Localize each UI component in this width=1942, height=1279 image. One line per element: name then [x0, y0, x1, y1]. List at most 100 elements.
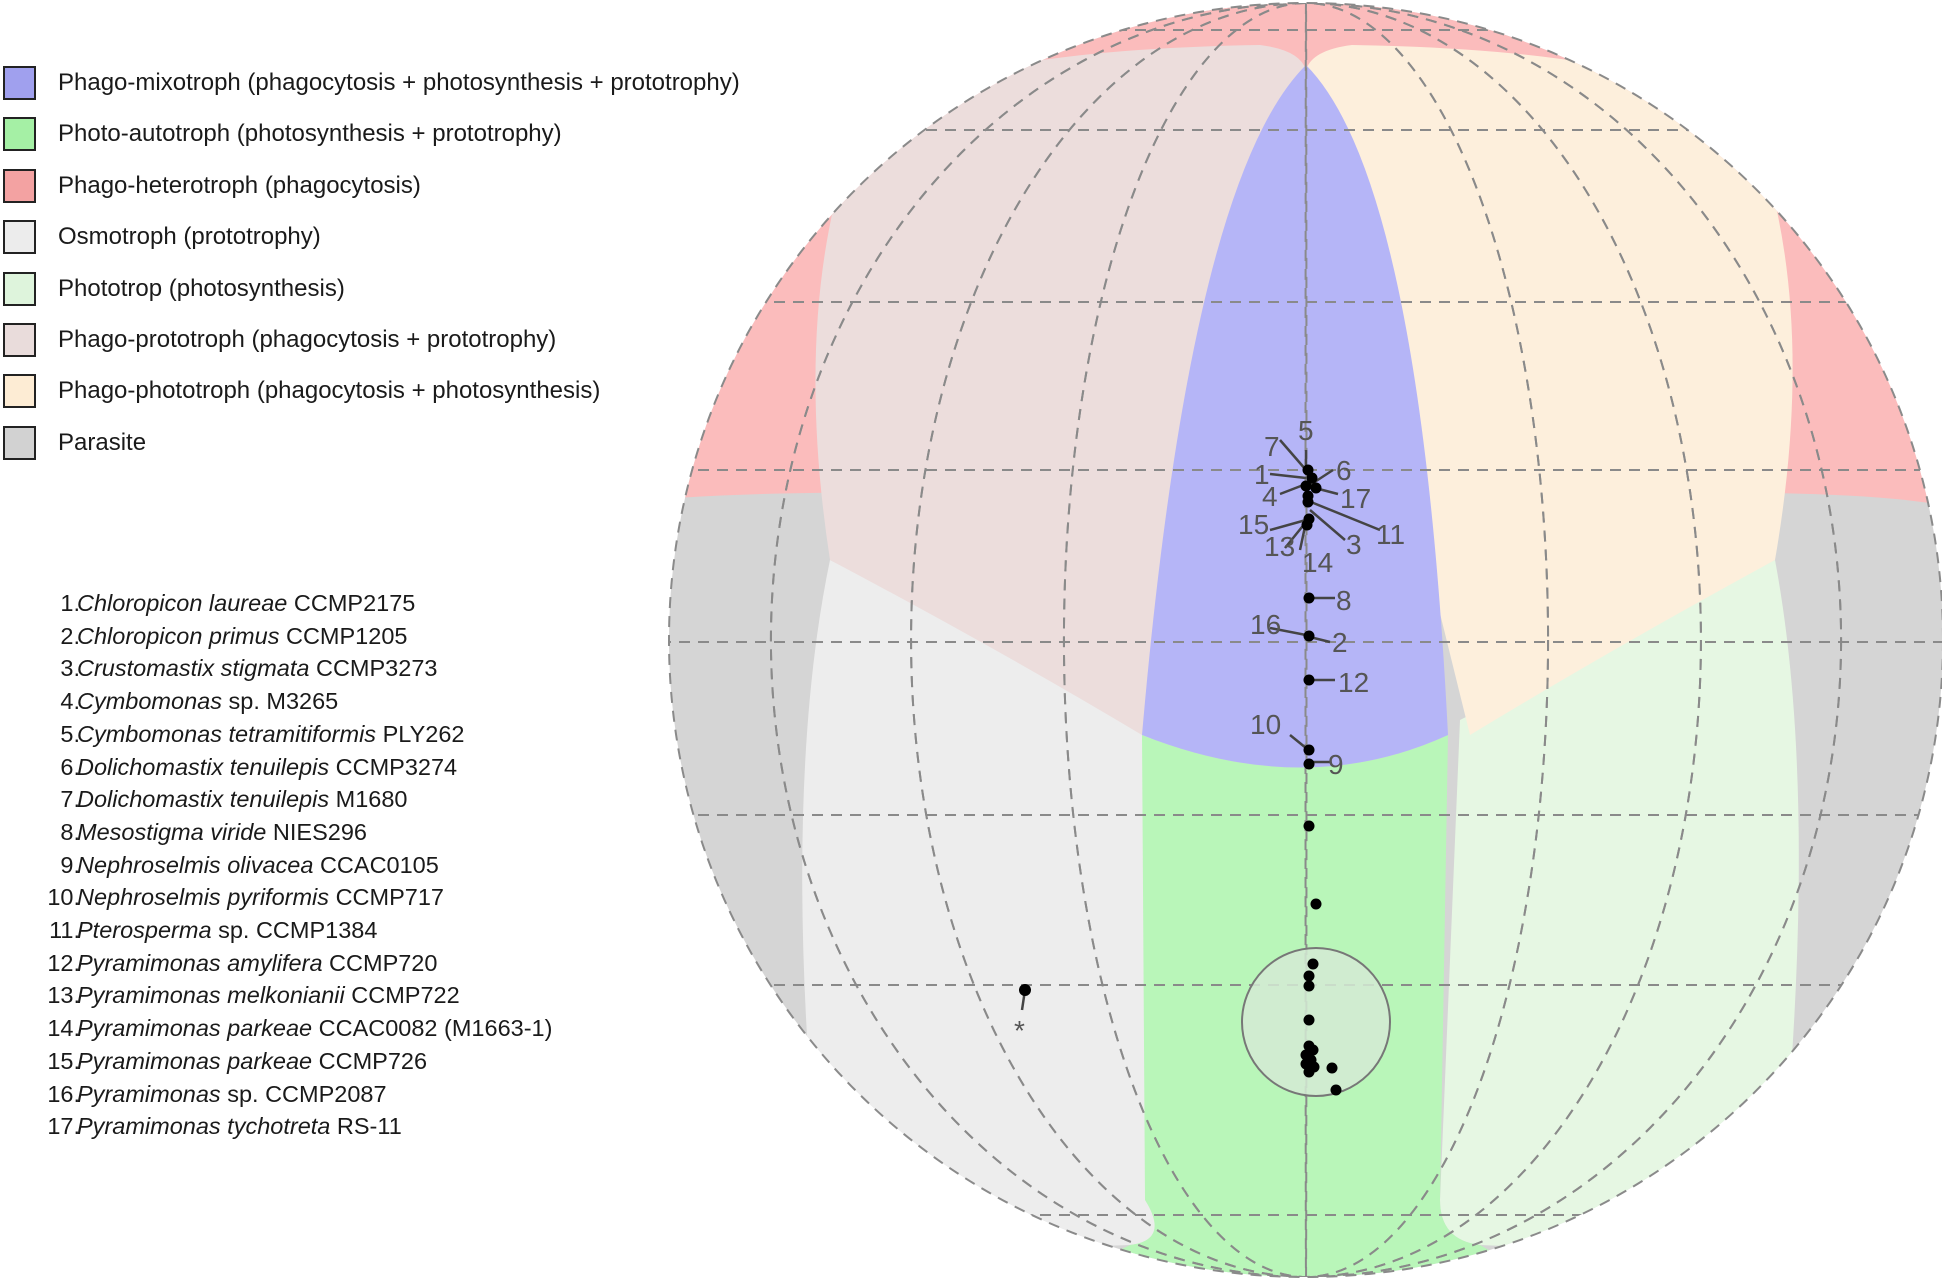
- species-item: 13. Pyramimonas melkonianii CCMP722: [0, 982, 700, 1015]
- cluster-highlight-circle: [1241, 947, 1391, 1097]
- point-label-13: 13: [1264, 531, 1295, 562]
- legend-label: Phago-mixotroph (phagocytosis + photosyn…: [58, 69, 740, 96]
- legend-label: Phototrop (photosynthesis): [58, 274, 345, 302]
- legend-item: Phago-phototroph (phagocytosis + photosy…: [0, 372, 880, 416]
- species-name: Dolichomastix tenuilepis M1680: [77, 786, 407, 813]
- species-item: 8. Mesostigma viride NIES296: [0, 819, 700, 852]
- species-name: Nephroselmis pyriformis CCMP717: [77, 884, 444, 911]
- species-genus: Pyramimonas parkeae: [77, 1015, 313, 1042]
- legend-swatch: [3, 271, 36, 306]
- species-number: 17.: [47, 1113, 80, 1140]
- species-strain: CCAC0105: [319, 851, 439, 878]
- point: [1303, 592, 1315, 604]
- point-label-2: 2: [1332, 627, 1348, 658]
- point-label-4: 4: [1262, 481, 1278, 512]
- species-number: 7.: [60, 786, 80, 813]
- legend-item: Osmotroph (prototrophy): [0, 218, 880, 262]
- species-genus: Pterosperma: [77, 917, 212, 943]
- species-name: Crustomastix stigmata CCMP3273: [77, 655, 437, 682]
- point: [1310, 482, 1322, 494]
- phago-mixotroph-region: [1142, 65, 1448, 768]
- legend-label: Parasite: [58, 428, 147, 456]
- species-strain: M1680: [335, 786, 408, 813]
- species-item: 15. Pyramimonas parkeae CCMP726: [0, 1048, 700, 1081]
- legend-swatch: [3, 220, 36, 255]
- species-strain: RS-11: [336, 1113, 402, 1140]
- point-label-10: 10: [1250, 709, 1281, 740]
- legend-swatch: [3, 66, 36, 100]
- species-strain: sp. CCMP1384: [218, 917, 378, 943]
- point-label-6: 6: [1336, 455, 1352, 486]
- legend-swatch: [3, 425, 36, 460]
- species-name: Chloropicon laureae CCMP2175: [77, 590, 415, 617]
- species-name: Nephroselmis olivacea CCAC0105: [77, 852, 439, 879]
- species-item: 5. Cymbomonas tetramitiformis PLY262: [0, 721, 700, 754]
- point-labels: 5 7 6 1 17 4 15 11 13 3 14 8 16 2 12 10 …: [1014, 415, 1405, 1046]
- meridian-line: [910, 3, 1702, 1277]
- legend-swatch: [3, 117, 36, 152]
- legend-item: Phago-prototroph (phagocytosis + prototr…: [0, 321, 880, 365]
- species-name: Cymbomonas tetramitiformis PLY262: [77, 721, 464, 748]
- species-number: 10.: [47, 884, 80, 911]
- legend-swatch: [3, 323, 36, 357]
- point-label-1: 1: [1254, 459, 1270, 490]
- point-label-7: 7: [1264, 431, 1280, 462]
- species-strain: sp. M3265: [228, 688, 339, 715]
- species-strain: CCAC0082 (M1663-1): [318, 1015, 553, 1042]
- point-label-9: 9: [1328, 749, 1344, 780]
- species-number: 12.: [47, 949, 80, 976]
- point-label-12: 12: [1338, 667, 1369, 698]
- species-item: 4. Cymbomonas sp. M3265: [0, 688, 700, 721]
- sphere-outline: [668, 2, 1942, 1278]
- species-genus: Nephroselmis olivacea: [77, 851, 314, 878]
- species-item: 7. Dolichomastix tenuilepis M1680: [0, 786, 700, 819]
- species-genus: Mesostigma viride: [77, 818, 267, 845]
- species-strain: CCMP717: [335, 884, 444, 911]
- point-label-14: 14: [1302, 547, 1333, 578]
- species-strain: PLY262: [382, 720, 465, 747]
- point: [1303, 980, 1315, 992]
- point: [1326, 1062, 1338, 1074]
- species-item: 14. Pyramimonas parkeae CCAC0082 (M1663-1…: [0, 1015, 700, 1048]
- species-strain: CCMP1205: [285, 622, 408, 649]
- point: [1306, 472, 1318, 484]
- species-number: 15.: [47, 1047, 80, 1074]
- legend-swatch: [3, 374, 36, 409]
- species-number: 16.: [47, 1080, 80, 1107]
- legend-item: Parasite: [0, 424, 880, 468]
- point: [1303, 674, 1315, 686]
- species-number: 13.: [47, 982, 80, 1009]
- species-item: 10. Nephroselmis pyriformis CCMP717: [0, 884, 700, 917]
- species-number: 6.: [60, 753, 80, 780]
- species-genus: Pyramimonas tychotreta: [77, 1113, 331, 1140]
- asterisk-label: *: [1014, 1015, 1025, 1046]
- species-name: Pyramimonas parkeae CCAC0082 (M1663-1): [77, 1015, 552, 1042]
- point: [1301, 519, 1313, 531]
- point-label-8: 8: [1336, 585, 1352, 616]
- phototrop-region: [1440, 560, 1799, 1247]
- species-number: 5.: [60, 720, 80, 747]
- point-label-15: 15: [1238, 509, 1269, 540]
- point-label-3: 3: [1346, 529, 1362, 560]
- legend-label: Phago-phototroph (phagocytosis + photosy…: [58, 377, 601, 405]
- species-item: 16. Pyramimonas sp. CCMP2087: [0, 1081, 700, 1114]
- species-genus: Pyramimonas melkonianii: [77, 982, 345, 1009]
- point-label-16: 16: [1250, 609, 1281, 640]
- species-genus: Pyramimonas amylifera: [77, 949, 323, 976]
- species-item: 11. Pterosperma sp. CCMP1384: [0, 917, 700, 950]
- point: [1303, 1014, 1315, 1026]
- legend-item: Phototrop (photosynthesis): [0, 270, 880, 314]
- point: [1303, 820, 1315, 832]
- species-number: 8.: [60, 818, 80, 845]
- legend-item: Phago-heterotroph (phagocytosis): [0, 167, 880, 211]
- species-name: Dolichomastix tenuilepis CCMP3274: [77, 754, 457, 781]
- data-points: [1019, 464, 1342, 1096]
- species-genus: Cymbomonas tetramitiformis: [77, 720, 377, 747]
- point: [1330, 1084, 1342, 1096]
- species-strain: sp. CCMP2087: [227, 1080, 387, 1107]
- species-genus: Chloropicon primus: [77, 622, 280, 649]
- meridian-line: [1062, 3, 1550, 1277]
- species-name: Pyramimonas tychotreta RS-11: [77, 1113, 402, 1140]
- species-genus: Dolichomastix tenuilepis: [77, 753, 330, 780]
